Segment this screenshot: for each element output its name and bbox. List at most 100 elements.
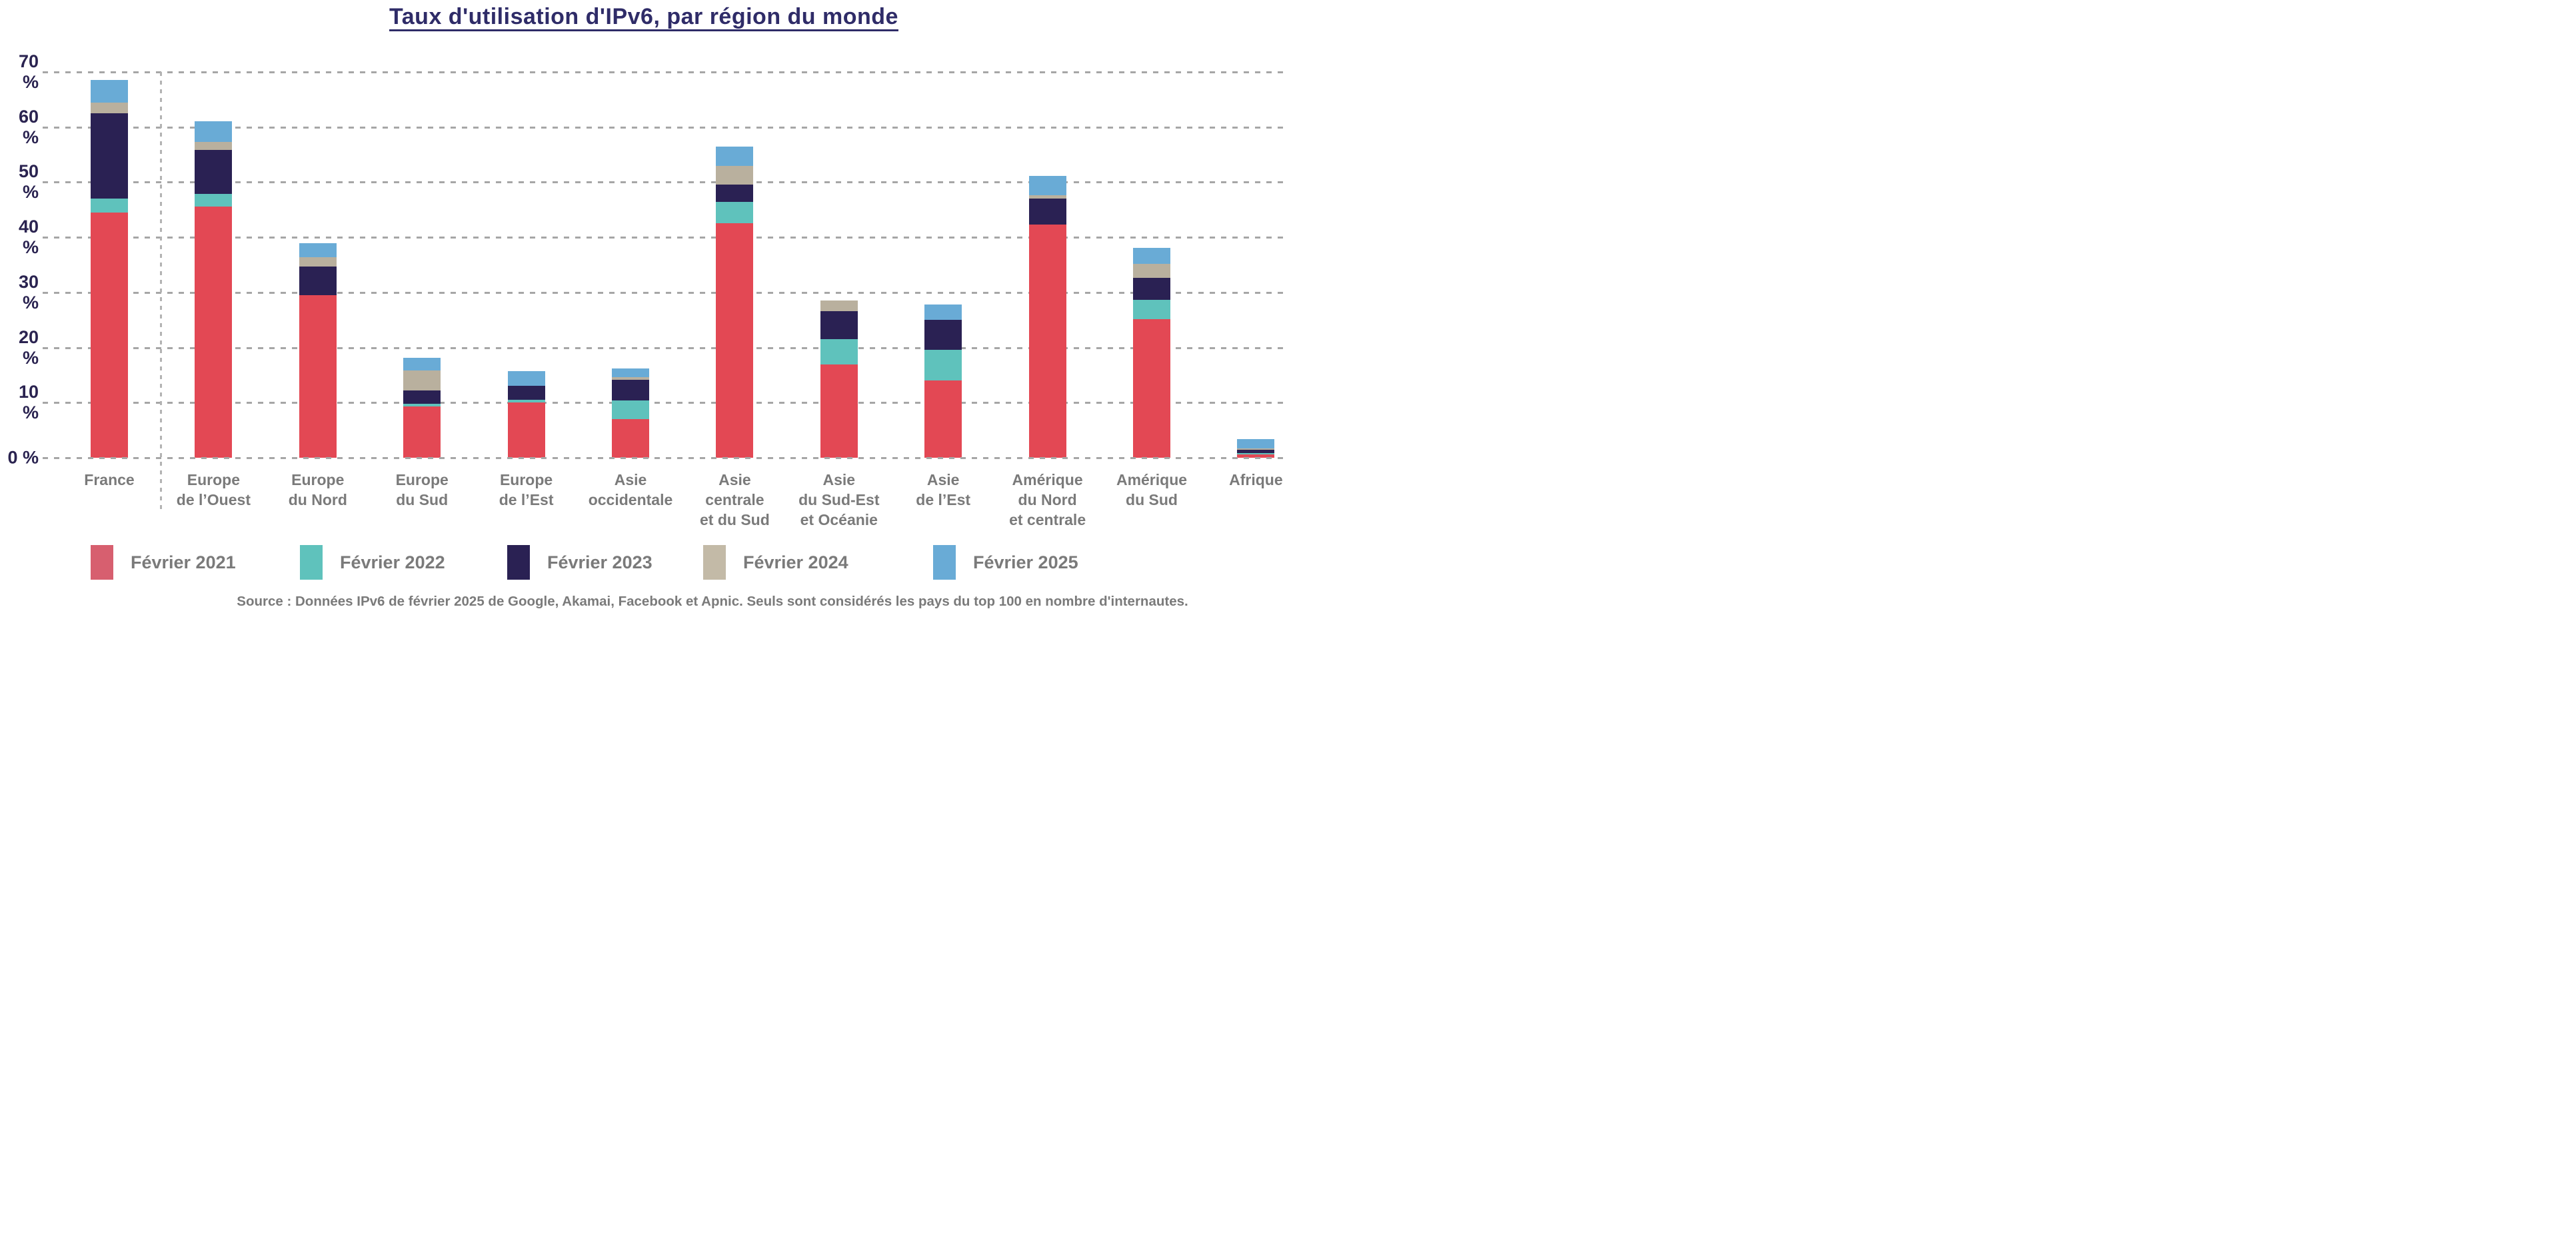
x-axis-label: Asie centrale et du Sud [700,471,770,528]
x-axis-label: Europe du Nord [288,471,347,508]
legend-label: Février 2021 [131,552,236,572]
x-axis-label: Amérique du Nord et centrale [1009,471,1086,528]
gridline-0 [43,457,1286,459]
bar-segment [195,193,233,207]
bar-segment [91,80,128,103]
bar-segment [403,390,441,404]
legend-label: Février 2025 [973,552,1078,572]
bar-afrique [1237,438,1275,458]
bar-segment [299,295,337,458]
x-axis-label: Europe de l’Ouest [176,471,251,508]
bar-segment [1133,263,1170,278]
bar-europe-dunord [299,243,337,458]
y-tick-label: 50 % [18,161,39,203]
france-separator-line [160,72,162,512]
bar-segment [195,206,233,458]
y-tick-label: 30 % [18,271,39,312]
bar-segment [403,403,441,407]
gridline-60 [43,126,1286,129]
bar-segment [403,370,441,391]
legend-item-2024: Février 2024 [703,545,848,580]
y-tick-label: 60 % [18,106,39,147]
y-tick-label: 20 % [18,326,39,368]
gridline-30 [43,291,1286,294]
bar-segment [1237,454,1275,458]
bar-segment [195,149,233,194]
legend-label: Février 2024 [743,552,848,572]
bar-amrique-dusud [1133,247,1170,458]
legend-swatch [300,545,323,580]
bar-asie-delest [924,305,962,458]
bar-segment [1237,438,1275,448]
bar-segment [91,212,128,458]
bar-segment [924,320,962,350]
legend-label: Février 2023 [547,552,652,572]
bar-segment [924,380,962,458]
x-axis-label: Asie de l’Est [916,471,971,508]
bar-segment [299,243,337,257]
chart-title: Taux d'utilisation d'IPv6, par région du… [389,4,898,29]
bar-segment [820,339,858,365]
bar-france [91,80,128,458]
bar-segment [1237,448,1275,450]
gridline-70 [43,71,1286,73]
bar-segment [195,121,233,143]
bar-asie-centrale-etdusud [716,146,754,458]
bar-segment [299,257,337,267]
bar-segment [507,402,545,458]
chart-legend: Février 2021 Février 2022 Février 2023 Févr… [0,545,1288,585]
bar-segment [403,358,441,370]
gridline-10 [43,402,1286,404]
bar-segment [612,380,649,400]
bar-segment [1133,277,1170,300]
bar-segment [91,113,128,199]
legend-swatch [933,545,956,580]
bar-segment [924,305,962,320]
legend-item-2025: Février 2025 [933,545,1078,580]
bar-segment [91,102,128,114]
bar-amrique-dunord-etcentrale [1028,176,1066,458]
legend-item-2021: Février 2021 [91,545,236,580]
legend-item-2023: Février 2023 [507,545,652,580]
bar-segment [716,223,754,458]
bar-segment [612,368,649,378]
bar-segment [1028,176,1066,196]
bar-segment [820,311,858,340]
bar-segment [1028,199,1066,225]
bar-segment [820,301,858,311]
bar-segment [299,267,337,295]
x-axis-label: Asie du Sud-Est et Océanie [798,471,880,528]
bar-europe-delest [507,371,545,458]
bar-segment [1133,299,1170,319]
legend-label: Février 2022 [340,552,445,572]
bar-segment [195,142,233,150]
bar-asie-occidentale [612,368,649,458]
x-axis-label: Asie occidentale [588,471,673,508]
y-tick-label: 40 % [18,217,39,258]
y-tick-label: 10 % [18,382,39,423]
bar-segment [820,364,858,458]
legend-swatch [91,545,113,580]
bar-segment [1133,318,1170,458]
bar-segment [716,184,754,203]
bar-segment [1028,225,1066,458]
bar-segment [612,400,649,420]
bar-segment [1028,195,1066,199]
y-tick-label: 70 % [18,51,39,92]
bar-europe-delouest [195,121,233,458]
bar-segment [716,166,754,185]
bar-segment [716,202,754,224]
x-axis-label: Europe du Sud [395,471,449,508]
bar-segment [507,371,545,386]
bar-segment [612,419,649,458]
ipv6-usage-chart: Taux d'utilisation d'IPv6, par région du… [0,0,1288,619]
bar-segment [91,199,128,213]
bar-asie-dusud-est-etocanie [820,301,858,458]
gridline-50 [43,181,1286,184]
bar-segment [507,400,545,403]
y-tick-label: 0 % [7,447,39,468]
legend-swatch [507,545,530,580]
bar-segment [612,377,649,380]
legend-item-2022: Février 2022 [300,545,445,580]
bar-segment [924,349,962,381]
